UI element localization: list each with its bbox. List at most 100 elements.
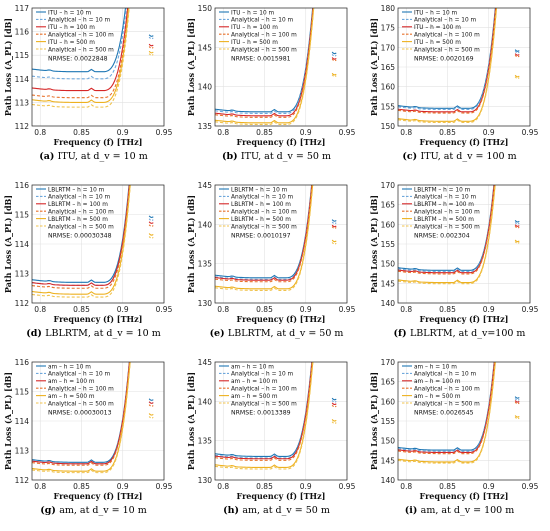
y-axis-label: Path Loss (A_PL) [dB] [369, 372, 379, 470]
x-tick-label: 0.85 [439, 482, 456, 491]
series-line-6 [398, 8, 498, 124]
y-tick-label: 112 [15, 476, 30, 485]
series-line-6 [215, 362, 314, 470]
legend-label: ITU – h = 10 m [414, 10, 458, 16]
caption-tag: (e) [209, 328, 228, 339]
x-tick-label: 0.9 [300, 305, 312, 314]
y-tick-label: 145 [381, 279, 396, 288]
series-window-5 [331, 239, 337, 243]
series-window-6 [148, 416, 154, 419]
series-window-3 [514, 224, 520, 227]
y-tick-label: 112 [15, 299, 30, 308]
x-tick-label: 0.85 [73, 128, 90, 137]
x-tick-label: 0.95 [339, 128, 356, 137]
legend-label: Analytical – h = 10 m [231, 372, 293, 378]
x-tick-label: 0.9 [300, 128, 312, 137]
x-axis-label: Frequency (f) [THz] [420, 314, 509, 324]
series-window-4 [514, 225, 520, 229]
series-window-2 [331, 221, 337, 225]
x-tick-label: 0.9 [483, 305, 495, 314]
y-tick-label: 115 [15, 211, 30, 220]
chart-panel-f: 140 145 150 155 160 165 170 0.8 0.85 0.9 0.95 Frequ… [368, 177, 550, 354]
y-axis-label: Path Loss (A_PL) [dB] [3, 372, 13, 470]
series-window-2 [148, 218, 154, 221]
legend-label: Analytical – h = 500 m [414, 401, 480, 407]
chart-panel-c: 150 155 160 165 170 175 180 0.8 0.85 0.9 0.95 Frequ… [368, 0, 550, 177]
x-tick-label: 0.9 [117, 482, 129, 491]
series-line-4 [398, 185, 495, 275]
chart-svg: 130 135 140 145 0.8 0.85 0.9 0.95 Frequency (f) … [186, 181, 356, 324]
axes-box [214, 184, 348, 304]
legend-label: LBLRTM – h = 500 m [414, 217, 474, 223]
y-tick-label: 160 [381, 83, 396, 92]
panel-caption: (f) LBLRTM, at d_v=100 m [368, 328, 550, 339]
legend-label: Analytical – h = 500 m [48, 47, 114, 53]
x-tick-label: 0.85 [73, 305, 90, 314]
legend-label: Analytical – h = 10 m [48, 372, 110, 378]
x-tick-label: 0.85 [73, 482, 90, 491]
series-window-3 [148, 221, 154, 224]
y-axis-label: Path Loss (A_PL) [dB] [3, 18, 13, 116]
x-axis-label: Frequency (f) [THz] [54, 491, 143, 501]
axes-box [397, 184, 531, 304]
legend-label: LBLRTM – h = 100 m [48, 202, 108, 208]
series-line-1 [398, 362, 495, 451]
legend-label: LBLRTM – h = 10 m [48, 187, 105, 193]
x-tick-label: 0.9 [117, 128, 129, 137]
axes-box [31, 7, 165, 127]
legend-label: am – h = 100 m [48, 379, 95, 385]
series-line-2 [32, 8, 127, 80]
x-tick-label: 0.85 [439, 128, 456, 137]
legend-label: Analytical – h = 500 m [231, 47, 297, 53]
y-tick-label: 130 [198, 299, 213, 308]
legend-label: ITU – h = 10 m [48, 10, 92, 16]
series-group [215, 362, 337, 470]
legend-label: LBLRTM – h = 10 m [414, 187, 471, 193]
x-tick-label: 0.9 [117, 305, 129, 314]
series-window-4 [148, 224, 154, 227]
series-line-5 [215, 362, 314, 468]
x-axis-label: Frequency (f) [THz] [237, 137, 326, 147]
series-line-3 [398, 8, 497, 113]
legend-label: ITU – h = 500 m [48, 40, 95, 46]
y-tick-label: 116 [15, 181, 30, 190]
legend-label: Analytical – h = 10 m [231, 195, 293, 201]
x-tick-label: 0.8 [400, 305, 412, 314]
x-tick-label: 0.95 [156, 305, 173, 314]
legend-label: ITU – h = 500 m [414, 40, 461, 46]
panel-caption: (c) ITU, at d_v = 100 m [368, 151, 550, 162]
x-tick-label: 0.8 [34, 305, 46, 314]
y-tick-label: 140 [381, 299, 396, 308]
series-window-5 [514, 74, 520, 78]
x-tick-label: 0.95 [156, 482, 173, 491]
chart-svg: 130 135 140 145 0.8 0.85 0.9 0.95 Frequency (f) … [186, 358, 356, 501]
caption-text: am, at d_v = 100 m [420, 505, 515, 516]
caption-text: LBLRTM, at d_v = 10 m [45, 328, 161, 339]
series-window-6 [514, 416, 520, 420]
series-window-1 [331, 397, 337, 401]
series-line-2 [398, 362, 495, 452]
x-tick-label: 0.9 [300, 482, 312, 491]
legend-label: Analytical – h = 500 m [48, 224, 114, 230]
y-axis-label: Path Loss (A_PL) [dB] [369, 18, 379, 116]
y-axis-label: Path Loss (A_PL) [dB] [369, 195, 379, 293]
series-line-1 [215, 185, 313, 279]
series-window-3 [514, 53, 520, 56]
chart-panel-h: 130 135 140 145 0.8 0.85 0.9 0.95 Frequency (f) … [185, 354, 368, 531]
series-window-1 [148, 398, 154, 401]
panel-caption: (e) LBLRTM, at d_v = 50 m [185, 328, 368, 339]
series-line-3 [215, 185, 313, 281]
series-window-5 [148, 413, 154, 416]
series-line-2 [215, 8, 314, 114]
series-group [215, 185, 337, 291]
series-window-3 [331, 224, 337, 228]
x-tick-label: 0.8 [400, 482, 412, 491]
y-tick-label: 140 [198, 397, 213, 406]
x-tick-label: 0.95 [339, 305, 356, 314]
series-group [32, 362, 154, 474]
series-window-6 [331, 74, 337, 78]
series-line-3 [32, 8, 129, 92]
x-tick-label: 0.95 [522, 128, 539, 137]
caption-text: ITU, at d_v = 100 m [420, 151, 517, 162]
